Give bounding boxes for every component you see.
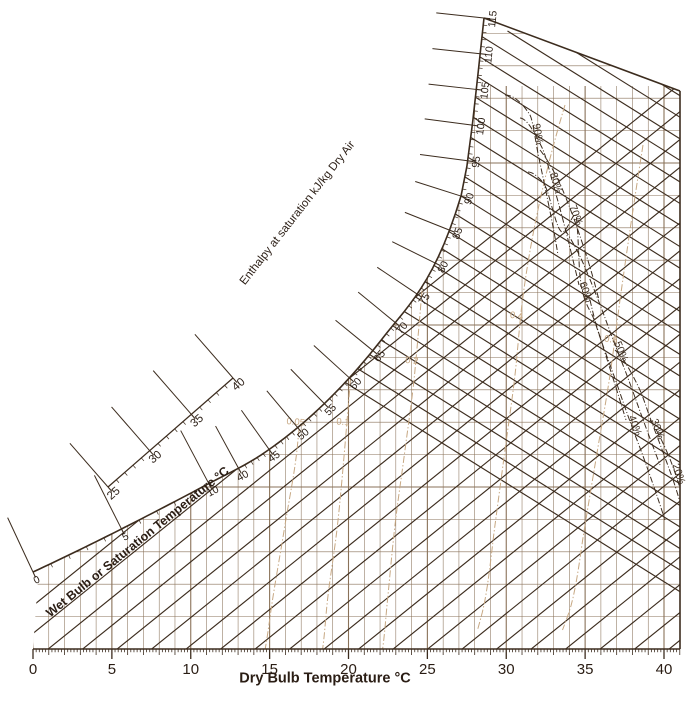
svg-text:110: 110: [482, 46, 496, 64]
svg-text:0.2: 0.2: [405, 355, 419, 367]
svg-text:30: 30: [498, 661, 515, 678]
svg-text:25: 25: [419, 661, 436, 678]
svg-text:95: 95: [470, 155, 483, 168]
svg-text:115: 115: [486, 10, 500, 28]
svg-text:10: 10: [182, 661, 199, 678]
svg-text:40: 40: [656, 661, 673, 678]
svg-text:105: 105: [478, 81, 492, 100]
svg-text:0.4: 0.4: [510, 310, 524, 322]
svg-text:0: 0: [29, 661, 37, 678]
svg-text:100: 100: [474, 117, 488, 136]
svg-text:Dry Bulb Temperature °C: Dry Bulb Temperature °C: [239, 671, 411, 687]
svg-text:5: 5: [108, 661, 116, 678]
svg-text:0.1: 0.1: [336, 416, 350, 428]
svg-text:35: 35: [577, 661, 594, 678]
